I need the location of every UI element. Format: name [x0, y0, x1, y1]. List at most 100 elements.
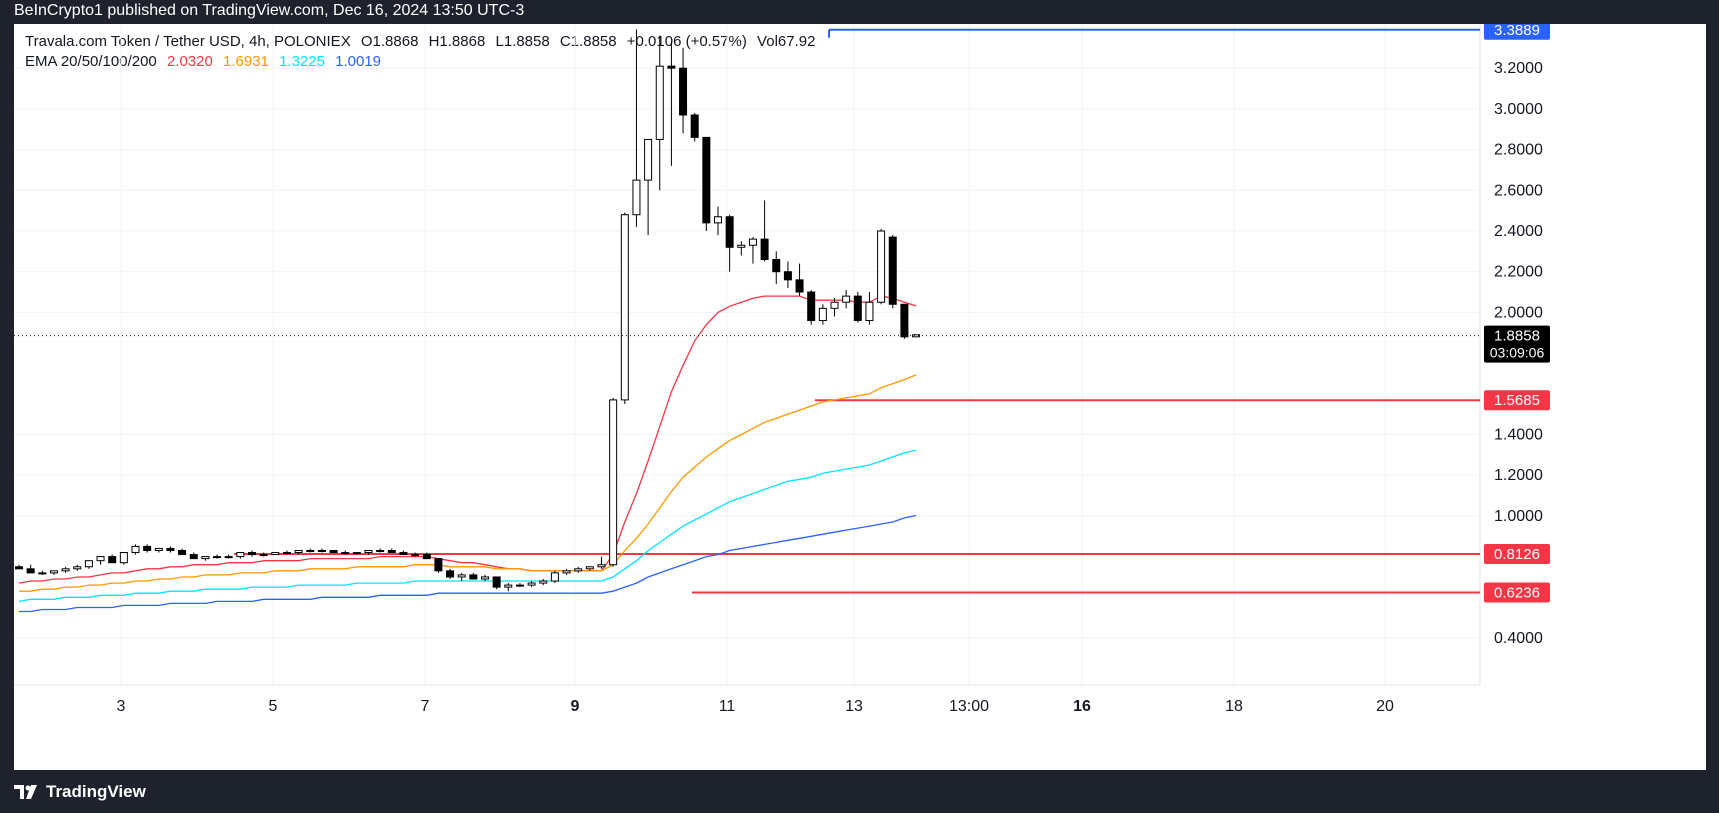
- candle-body-down: [329, 549, 338, 554]
- candle-body-down: [853, 295, 862, 322]
- ema-line-ema20: [18, 295, 917, 584]
- candle-body-up: [411, 554, 420, 557]
- ohlc-open: O1.8868: [360, 33, 419, 50]
- candle-body-up: [119, 552, 128, 564]
- candle: [189, 552, 198, 560]
- candle-body-down: [807, 291, 816, 322]
- candle: [877, 228, 886, 305]
- time-axis-label: 3: [117, 698, 126, 715]
- candle: [96, 556, 105, 565]
- candle: [795, 263, 804, 297]
- candle-body-down: [178, 549, 187, 556]
- candle-body-up: [364, 549, 373, 554]
- candle: [306, 548, 315, 553]
- candle-body-up: [282, 552, 291, 555]
- candle: [620, 212, 629, 404]
- chart-area[interactable]: Travala.com Token / Tether USD, 4h, POLO…: [14, 24, 1706, 770]
- level-badge: [1484, 24, 1550, 40]
- last-price-label: 1.8858: [1494, 328, 1540, 345]
- candle-body-up: [201, 556, 210, 560]
- candle: [271, 552, 280, 556]
- candle-body-down: [26, 568, 35, 574]
- level-badge-label: 0.6236: [1494, 584, 1540, 601]
- candle-body-up: [550, 572, 559, 582]
- candle-body-up: [38, 572, 47, 575]
- ema-title[interactable]: EMA 20/50/100/200: [25, 53, 157, 70]
- candle: [597, 556, 606, 569]
- ema20-value: 2.0320: [166, 53, 213, 70]
- price-axis-label: 2.2000: [1494, 264, 1543, 281]
- candle: [830, 298, 839, 317]
- candle-body-up: [737, 244, 746, 248]
- ema-legend[interactable]: EMA 20/50/100/200 2.0320 1.6931 1.3225 1…: [25, 53, 387, 70]
- candle: [888, 235, 897, 309]
- candle-body-up: [562, 570, 571, 574]
- candle: [457, 572, 466, 582]
- level-badge: [1484, 390, 1550, 411]
- tradingview-logo[interactable]: TradingView: [14, 782, 146, 802]
- candle-body-down: [679, 67, 688, 116]
- publish-header: BeInCrypto1 published on TradingView.com…: [0, 0, 1719, 24]
- price-axis-label: 1.0000: [1494, 508, 1543, 525]
- candle: [527, 581, 536, 588]
- candle: [49, 570, 58, 575]
- candle-body-up: [620, 214, 629, 401]
- candle-body-up: [457, 574, 466, 578]
- candle-body-up: [154, 547, 163, 551]
- price-axis-label: 1.4000: [1494, 427, 1543, 444]
- candle: [236, 552, 245, 559]
- price-chart[interactable]: 0.4000 1.0000 1.2000 1.4000 2.0000 2.2000 2.40…: [14, 24, 1706, 770]
- level-badge-label: 1.5685: [1494, 392, 1540, 409]
- candle: [783, 261, 792, 288]
- candle: [469, 572, 478, 580]
- candle-body-up: [912, 334, 921, 338]
- candle-body-up: [96, 556, 105, 562]
- candle: [585, 566, 594, 571]
- candle-body-down: [434, 558, 443, 572]
- candle: [166, 546, 175, 553]
- tradingview-brand: TradingView: [46, 782, 146, 801]
- time-axis-label: 9: [571, 698, 580, 715]
- candle-body-down: [690, 114, 699, 138]
- candle: [667, 41, 676, 166]
- candle: [842, 290, 851, 309]
- price-axis-label: 3.0000: [1494, 101, 1543, 118]
- candle-body-down: [900, 303, 909, 338]
- candle: [644, 138, 653, 236]
- candle-body-up: [574, 568, 583, 572]
- candle-body-down: [189, 554, 198, 560]
- candle: [224, 554, 233, 559]
- candle-body-up: [224, 556, 233, 559]
- candle: [434, 558, 443, 573]
- price-axis-label: 2.4000: [1494, 223, 1543, 240]
- candle: [15, 564, 23, 570]
- grid: [14, 24, 1480, 685]
- candle: [807, 290, 816, 325]
- ema-line-ema200: [19, 514, 917, 613]
- time-axis-label: 16: [1073, 698, 1091, 715]
- candle: [446, 568, 455, 579]
- symbol-title[interactable]: Travala.com Token / Tether USD, 4h, POLO…: [25, 33, 351, 50]
- level-badge: [1484, 544, 1550, 565]
- candle: [73, 564, 82, 571]
- price-axis-label: 0.4000: [1494, 630, 1543, 647]
- candle-body-up: [877, 230, 886, 303]
- candle: [201, 556, 210, 561]
- candle: [760, 200, 769, 262]
- candle: [900, 303, 909, 339]
- time-axis-label: 13:00: [949, 698, 989, 715]
- candle-body-down: [166, 547, 175, 551]
- candle-body-up: [842, 295, 851, 303]
- candle: [294, 549, 303, 555]
- price-axis-label: 2.0000: [1494, 304, 1543, 321]
- candle: [341, 550, 350, 555]
- candle: [679, 47, 688, 134]
- candle: [387, 548, 396, 554]
- candle: [574, 566, 583, 573]
- candle: [609, 397, 618, 567]
- candle-body-down: [143, 545, 152, 551]
- candle: [399, 550, 408, 556]
- candle-body-up: [539, 580, 548, 584]
- candle: [550, 570, 559, 584]
- candle-body-down: [760, 238, 769, 260]
